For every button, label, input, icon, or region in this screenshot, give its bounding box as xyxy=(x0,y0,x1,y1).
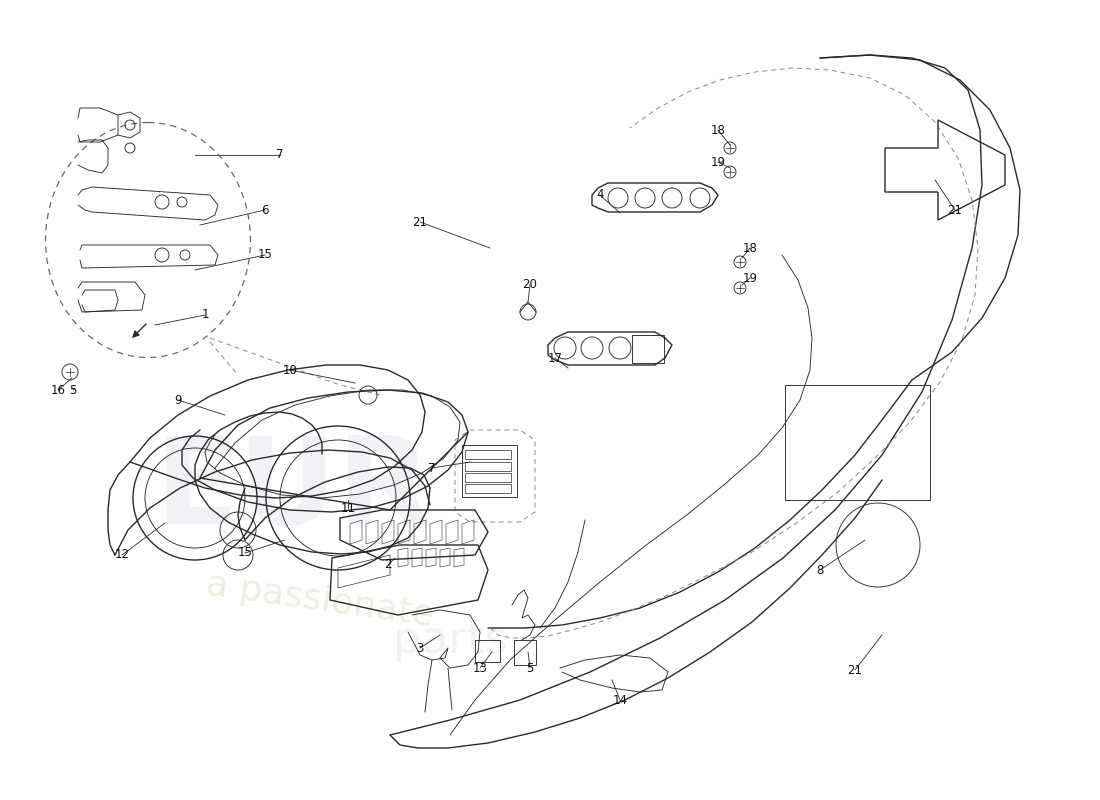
Text: 11: 11 xyxy=(341,502,355,514)
Text: 18: 18 xyxy=(742,242,758,254)
Text: 18: 18 xyxy=(711,123,725,137)
Text: 10: 10 xyxy=(283,363,297,377)
Text: 20: 20 xyxy=(522,278,538,291)
Text: 15: 15 xyxy=(238,546,252,559)
Text: 19: 19 xyxy=(711,155,726,169)
Text: 19: 19 xyxy=(742,271,758,285)
Text: EUR: EUR xyxy=(155,431,432,549)
Text: 14: 14 xyxy=(613,694,627,706)
Text: a passionate: a passionate xyxy=(204,567,436,633)
Text: 16: 16 xyxy=(51,383,66,397)
Text: 7: 7 xyxy=(276,149,284,162)
Text: parts: parts xyxy=(393,618,507,662)
Text: 17: 17 xyxy=(548,351,562,365)
Text: 9: 9 xyxy=(174,394,182,406)
Text: 2: 2 xyxy=(384,558,392,571)
Text: 21: 21 xyxy=(412,215,428,229)
Text: 13: 13 xyxy=(473,662,487,674)
Text: 21: 21 xyxy=(947,203,962,217)
Text: 5: 5 xyxy=(526,662,534,674)
Text: 15: 15 xyxy=(257,249,273,262)
Text: 21: 21 xyxy=(847,663,862,677)
Text: 7: 7 xyxy=(428,462,436,474)
Text: 12: 12 xyxy=(114,549,130,562)
Text: 1: 1 xyxy=(201,309,209,322)
Text: 3: 3 xyxy=(416,642,424,654)
Text: 4: 4 xyxy=(596,189,604,202)
Text: 5: 5 xyxy=(69,383,77,397)
Text: 6: 6 xyxy=(262,203,268,217)
Text: 8: 8 xyxy=(816,563,824,577)
